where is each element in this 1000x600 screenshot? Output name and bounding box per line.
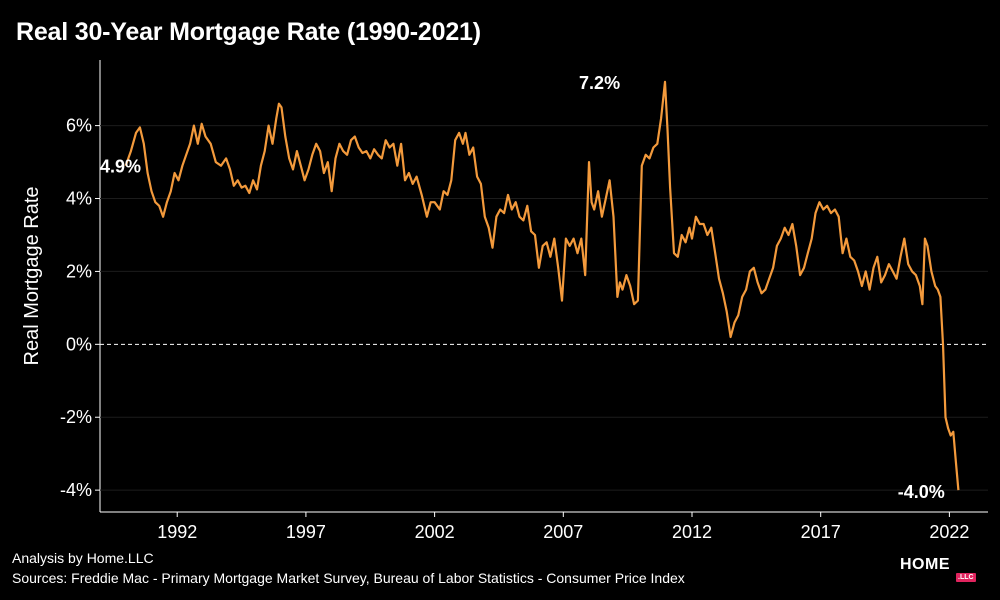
y-tick-label: 2% — [66, 261, 92, 281]
x-tick-label: 2017 — [801, 522, 841, 542]
data-label: -4.0% — [898, 482, 945, 502]
y-tick-label: 6% — [66, 116, 92, 136]
data-label: 7.2% — [579, 73, 620, 93]
y-tick-label: 4% — [66, 189, 92, 209]
y-tick-label: -2% — [60, 407, 92, 427]
data-sources: Sources: Freddie Mac - Primary Mortgage … — [12, 570, 685, 586]
x-tick-label: 2002 — [415, 522, 455, 542]
x-tick-label: 2012 — [672, 522, 712, 542]
y-axis-label: Real Mortgage Rate — [21, 187, 43, 366]
x-tick-label: 1997 — [286, 522, 326, 542]
series-line — [124, 80, 960, 491]
home-llc-logo: HOME .LLC — [900, 556, 980, 588]
y-tick-label: 0% — [66, 334, 92, 354]
analysis-credit: Analysis by Home.LLC — [12, 550, 154, 566]
logo-badge: .LLC — [956, 573, 976, 582]
x-tick-label: 1992 — [157, 522, 197, 542]
y-tick-label: -4% — [60, 480, 92, 500]
data-label: 4.9% — [100, 157, 141, 177]
x-tick-label: 2022 — [929, 522, 969, 542]
x-tick-label: 2007 — [543, 522, 583, 542]
chart-title: Real 30-Year Mortgage Rate (1990-2021) — [16, 18, 481, 46]
logo-text: HOME — [900, 556, 950, 573]
